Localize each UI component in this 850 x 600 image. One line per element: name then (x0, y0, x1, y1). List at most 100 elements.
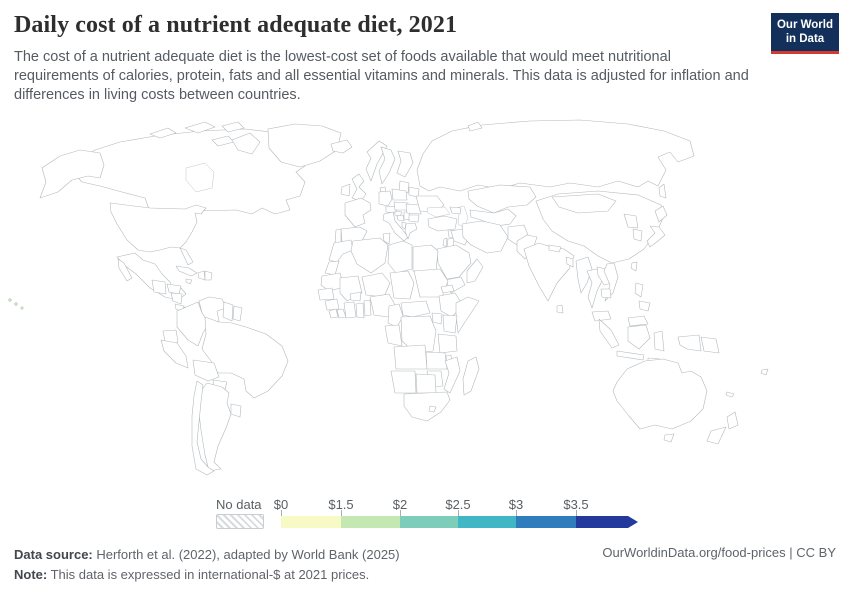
country-united-states[interactable] (109, 202, 207, 253)
country-japan-honshu[interactable] (646, 225, 666, 248)
country-france[interactable] (344, 197, 372, 228)
country-romania[interactable] (405, 203, 422, 215)
country-canada[interactable] (184, 121, 216, 134)
country-saudi-arabia[interactable] (436, 244, 472, 280)
country-baltic-states[interactable] (398, 180, 410, 194)
country-bosnia[interactable] (396, 214, 405, 222)
country-libya[interactable] (387, 240, 413, 274)
country-canada[interactable] (231, 132, 261, 155)
country-tunisia[interactable] (382, 232, 391, 245)
country-south-korea[interactable] (632, 228, 643, 242)
country-kazakhstan[interactable] (467, 184, 537, 214)
country-jamaica[interactable] (185, 278, 193, 285)
country-argentina[interactable] (197, 382, 232, 472)
country-guyana[interactable] (222, 301, 234, 322)
country-eritrea[interactable] (440, 284, 455, 294)
country-senegal[interactable] (317, 287, 335, 301)
country-kenya[interactable] (442, 314, 458, 334)
country-liberia[interactable] (336, 308, 347, 319)
country-australia[interactable] (612, 358, 708, 430)
country-guatemala[interactable] (151, 279, 167, 295)
country-drc[interactable] (400, 315, 437, 354)
country-united-states-hawaii[interactable] (14, 302, 18, 306)
country-united-kingdom[interactable] (351, 173, 367, 202)
country-poland[interactable] (391, 188, 408, 201)
country-new-zealand-south[interactable] (706, 426, 727, 445)
country-norway[interactable] (365, 140, 388, 182)
country-greece[interactable] (404, 222, 418, 240)
country-new-caledonia[interactable] (725, 391, 735, 398)
country-finland[interactable] (396, 150, 414, 178)
country-malaysia[interactable] (591, 310, 612, 322)
country-indonesia-java[interactable] (616, 350, 645, 361)
country-italy[interactable] (382, 211, 409, 242)
country-somalia[interactable] (455, 296, 480, 334)
country-oman[interactable] (466, 258, 484, 284)
country-germany[interactable] (378, 190, 393, 207)
country-bulgaria[interactable] (408, 214, 420, 223)
legend-bin-3-3.5[interactable] (516, 516, 576, 528)
legend-no-data-swatch[interactable] (216, 514, 264, 529)
country-madagascar[interactable] (462, 356, 480, 396)
country-namibia[interactable] (390, 370, 417, 394)
country-indonesia-borneo[interactable] (627, 324, 651, 350)
country-russia-novaya-zemlya[interactable] (467, 121, 483, 132)
country-niger[interactable] (361, 272, 391, 298)
country-cote-d-ivoire[interactable] (343, 301, 357, 319)
country-dominican-republic[interactable] (204, 270, 213, 281)
country-papua-new-guinea[interactable] (700, 336, 720, 354)
country-botswana[interactable] (415, 373, 437, 394)
country-tanzania[interactable] (437, 333, 458, 354)
country-philippines-mindanao[interactable] (638, 300, 651, 312)
country-japan-hokkaido[interactable] (654, 205, 668, 223)
country-ireland[interactable] (340, 183, 351, 197)
country-suriname[interactable] (232, 305, 243, 322)
country-ghana[interactable] (355, 302, 365, 319)
country-south-africa[interactable] (403, 391, 451, 422)
country-belarus[interactable] (408, 186, 420, 198)
owid-logo[interactable]: Our World in Data (771, 13, 839, 54)
country-canada[interactable] (149, 127, 177, 139)
country-mongolia[interactable] (551, 193, 617, 214)
country-peru[interactable] (160, 339, 189, 369)
country-fiji[interactable] (760, 368, 769, 376)
country-cambodia[interactable] (600, 288, 612, 299)
country-indonesia-papua[interactable] (677, 334, 702, 352)
country-uzbekistan[interactable] (469, 208, 517, 227)
legend-bin-3.5-plus[interactable] (576, 516, 628, 528)
country-malaysia-borneo[interactable] (627, 315, 649, 327)
country-lesotho[interactable] (428, 405, 437, 413)
country-guinea[interactable] (324, 298, 340, 311)
country-united-states-florida[interactable] (179, 247, 194, 266)
country-cameroon[interactable] (387, 303, 404, 328)
country-uruguay[interactable] (230, 403, 242, 418)
legend-bin-1.5-2[interactable] (341, 516, 400, 528)
country-united-states-hawaii[interactable] (20, 306, 24, 310)
country-zambia[interactable] (425, 351, 448, 370)
country-egypt[interactable] (412, 244, 439, 272)
country-indonesia-sumatra[interactable] (598, 318, 620, 349)
country-colombia[interactable] (176, 301, 210, 347)
country-benin-togo[interactable] (363, 299, 372, 317)
country-morocco[interactable] (328, 239, 354, 263)
country-mexico-baja[interactable] (117, 258, 133, 282)
country-georgia-caucasus[interactable] (449, 206, 462, 215)
country-cuba[interactable] (175, 265, 198, 277)
country-brazil[interactable] (201, 316, 289, 399)
country-philippines-luzon[interactable] (634, 282, 644, 298)
country-iran[interactable] (461, 220, 509, 254)
country-russia[interactable] (416, 119, 695, 192)
country-sierra-leone[interactable] (328, 308, 339, 319)
country-sweden[interactable] (378, 146, 396, 185)
country-haiti[interactable] (197, 270, 206, 281)
country-united-states-hawaii[interactable] (8, 298, 12, 302)
country-nicaragua[interactable] (170, 292, 183, 305)
country-north-korea[interactable] (623, 213, 639, 229)
country-gabon-congo[interactable] (384, 324, 403, 347)
country-taiwan[interactable] (630, 261, 638, 272)
country-mauritania[interactable] (320, 272, 345, 292)
country-new-zealand-north[interactable] (726, 411, 739, 430)
country-united-states-alaska[interactable] (39, 149, 105, 199)
country-sri-lanka[interactable] (556, 304, 564, 314)
country-nepal[interactable] (548, 244, 562, 253)
